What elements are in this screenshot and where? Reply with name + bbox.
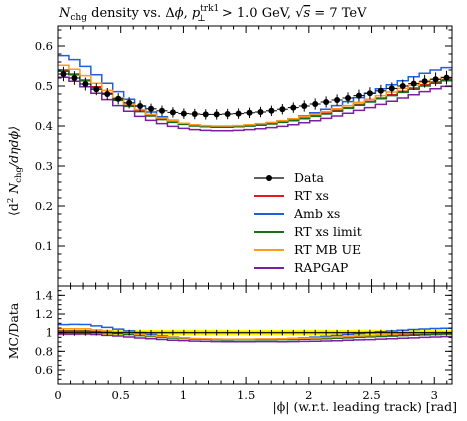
data-point: [115, 95, 122, 102]
y-tick-label: 0.3: [35, 159, 53, 173]
data-point: [334, 97, 341, 103]
chart-title: Nchg density vs. Δϕ, ptrk1 ⊥ > 1.0 GeV, √…: [58, 4, 367, 24]
data-point: [104, 91, 111, 97]
ticks-group: 0.1 0.2 0.3 0.4 0.5 0.6 0.6 0.8 1 1.2 1.4 0 0.5 1 1.5 2…: [35, 26, 452, 402]
x-tick-label: 3: [431, 388, 438, 402]
legend-label-rt-xs-limit: RT xs limit: [294, 224, 362, 239]
legend: Data RT xs Amb xs RT xs limit RT MB UE RAPGAP: [254, 170, 362, 275]
title-mid: density vs. Δ: [87, 6, 175, 21]
ratio-y-tick-label: 1: [46, 326, 53, 340]
legend-marker-data: [266, 175, 272, 181]
title-sqrt: √: [295, 6, 304, 21]
y-tick-label: 0.6: [35, 39, 53, 53]
title-p-sup: trk1: [200, 4, 219, 14]
y-tick-label: 0.4: [35, 119, 53, 133]
ratio-y-axis-label: MC/Data: [6, 302, 21, 359]
series-line-rt-mb-ue: [58, 64, 452, 127]
data-point: [388, 85, 395, 92]
data-point: [93, 86, 100, 93]
x-tick-label: 1.5: [237, 388, 255, 402]
data-point: [158, 107, 165, 114]
legend-label-data: Data: [294, 170, 324, 185]
data-point: [355, 92, 362, 99]
data-point: [345, 95, 352, 101]
data-point: [421, 78, 428, 85]
ratio-y-tick-label: 1.4: [35, 288, 53, 302]
x-tick-label: 2.5: [362, 388, 380, 402]
data-point: [213, 111, 220, 118]
ylabel-rest: /dηdϕ⟩: [6, 126, 21, 168]
data-point: [301, 103, 308, 109]
title-cut: > 1.0 GeV,: [218, 6, 295, 21]
data-point: [202, 111, 209, 118]
title-phi: ϕ: [175, 6, 184, 21]
data-point: [71, 75, 78, 81]
data-point: [126, 99, 133, 106]
data-point: [137, 103, 144, 109]
ratio-y-tick-label: 0.6: [35, 363, 53, 377]
data-point: [443, 74, 450, 81]
x-tick-label: 0.5: [112, 388, 130, 402]
data-point: [180, 110, 187, 117]
title-comma: ,: [184, 6, 192, 21]
data-point: [169, 109, 176, 116]
title-p: p: [192, 6, 201, 21]
legend-label-rapgap: RAPGAP: [294, 260, 348, 275]
data-point: [235, 110, 242, 117]
title-n-sub: chg: [70, 13, 87, 23]
x-tick-label: 0: [54, 388, 61, 402]
y-tick-label: 0.1: [35, 239, 53, 253]
y-tick-label: 0.2: [35, 199, 53, 213]
main-data-group: [58, 66, 452, 120]
title-n: N: [58, 6, 71, 21]
data-point: [191, 111, 198, 117]
legend-label-rt-mb-ue: RT MB UE: [294, 242, 361, 257]
ylabel-open: ⟨d: [6, 203, 21, 216]
x-tick-label: 1: [180, 388, 187, 402]
main-plot-frame: [57, 25, 453, 287]
title-s: s: [303, 6, 310, 21]
x-axis-label: |ϕ| (w.r.t. leading track) [rad]: [273, 399, 457, 414]
y-tick-label: 0.5: [35, 79, 53, 93]
ylabel-n-sub: chg: [14, 167, 24, 183]
legend-label-amb-xs: Amb xs: [293, 206, 340, 221]
data-point: [279, 106, 286, 113]
ratio-y-tick-label: 1.2: [35, 307, 53, 321]
data-point: [410, 80, 417, 87]
ylabel-sq: 2: [6, 198, 16, 203]
series-line-rapgap: [58, 76, 452, 132]
data-point: [312, 101, 319, 107]
y-axis-label: ⟨d2 Nchg/dηdϕ⟩: [6, 126, 24, 216]
data-point: [257, 109, 264, 115]
data-point: [323, 99, 330, 105]
data-point: [246, 109, 253, 116]
title-energy: = 7 TeV: [310, 6, 367, 21]
ratio-plot-frame: [57, 285, 453, 385]
legend-label-rt-xs: RT xs: [294, 188, 329, 203]
ratio-y-tick-label: 0.8: [35, 344, 53, 358]
data-point: [366, 90, 373, 97]
ratio-data-group: [58, 329, 452, 336]
data-point: [224, 111, 231, 117]
title-p-sub: ⊥: [197, 14, 205, 24]
ratio-line-rapgap: [58, 333, 452, 343]
data-point: [60, 71, 67, 77]
ylabel-n: N: [6, 182, 21, 198]
data-point: [268, 107, 275, 114]
data-point: [82, 81, 89, 87]
x-tick-label: 2: [305, 388, 312, 402]
data-point: [148, 105, 155, 112]
data-point: [290, 104, 297, 111]
data-point: [377, 87, 384, 94]
data-point: [432, 76, 439, 83]
main-series-group: [58, 54, 452, 132]
data-point: [399, 83, 406, 89]
